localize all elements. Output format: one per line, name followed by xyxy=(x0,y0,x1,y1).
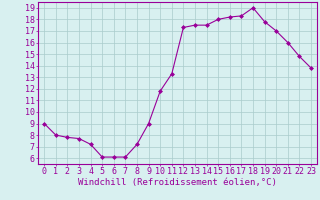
X-axis label: Windchill (Refroidissement éolien,°C): Windchill (Refroidissement éolien,°C) xyxy=(78,178,277,187)
